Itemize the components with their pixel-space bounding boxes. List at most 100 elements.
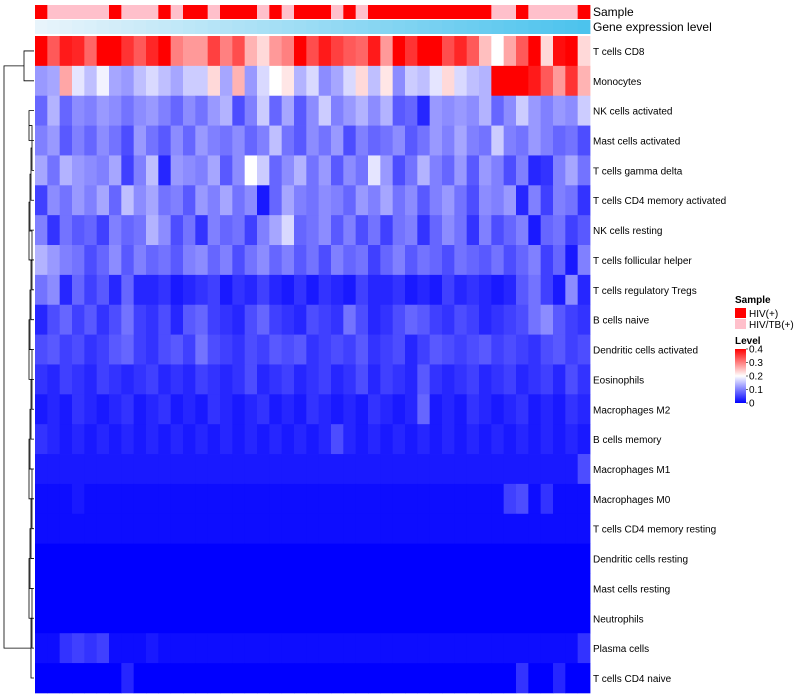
heatmap-cell xyxy=(47,483,61,515)
heatmap-cell xyxy=(553,483,566,515)
heatmap-cell xyxy=(417,603,431,634)
legend-level-tick-label: 0.2 xyxy=(749,372,763,383)
heatmap-cell xyxy=(454,185,468,216)
heatmap-cell xyxy=(72,334,85,365)
heatmap-cell xyxy=(35,394,48,425)
gene-expression-annotation-cell xyxy=(109,20,122,34)
heatmap-cell xyxy=(72,663,85,694)
heatmap-cell xyxy=(355,245,369,276)
heatmap-cell xyxy=(355,513,369,545)
heatmap-cell xyxy=(355,65,369,97)
heatmap-cell xyxy=(479,334,492,365)
heatmap-cell xyxy=(405,603,418,634)
heatmap-cell xyxy=(133,364,147,395)
heatmap-cell xyxy=(121,274,135,306)
heatmap-cell xyxy=(158,215,172,246)
heatmap-cell xyxy=(565,483,579,515)
row-label: Plasma cells xyxy=(593,644,649,655)
heatmap-cell xyxy=(417,543,431,574)
heatmap-cell xyxy=(355,185,369,216)
heatmap-cell xyxy=(207,185,221,216)
heatmap-cell xyxy=(59,394,73,425)
heatmap-cell xyxy=(343,633,357,664)
heatmap-cell xyxy=(516,36,529,67)
heatmap-cell xyxy=(170,364,184,395)
heatmap-cell xyxy=(318,125,332,156)
heatmap-cell xyxy=(380,36,394,67)
heatmap-cell xyxy=(479,65,492,97)
heatmap-cell xyxy=(96,155,110,186)
heatmap-cell xyxy=(491,424,505,455)
heatmap-cell xyxy=(392,573,406,604)
sample-annotation-cell xyxy=(318,5,332,19)
heatmap-cell xyxy=(503,36,517,67)
heatmap-cell xyxy=(109,573,122,604)
heatmap-cell xyxy=(232,424,246,455)
heatmap-cell xyxy=(109,334,122,365)
heatmap-cell xyxy=(454,483,468,515)
heatmap-cell xyxy=(35,633,48,664)
heatmap-cell xyxy=(244,245,258,276)
heatmap-cell xyxy=(343,454,357,485)
heatmap-cell xyxy=(565,633,579,664)
heatmap-cell xyxy=(491,95,505,126)
heatmap-cell xyxy=(429,394,443,425)
heatmap-cell xyxy=(269,394,283,425)
heatmap-cell xyxy=(146,36,159,67)
heatmap-cell xyxy=(380,95,394,126)
heatmap-cell xyxy=(306,633,320,664)
heatmap-cell xyxy=(540,334,554,365)
heatmap-cell xyxy=(306,95,320,126)
heatmap-cell xyxy=(466,95,480,126)
heatmap-cell xyxy=(257,603,270,634)
heatmap-cell xyxy=(47,394,61,425)
heatmap-cell xyxy=(442,394,455,425)
heatmap-cell xyxy=(565,424,579,455)
heatmap-cell xyxy=(183,95,196,126)
heatmap-cell xyxy=(294,245,307,276)
heatmap-cell xyxy=(306,334,320,365)
gene-expression-annotation-cell xyxy=(442,20,455,34)
heatmap-cell xyxy=(454,513,468,545)
heatmap-cell xyxy=(207,543,221,574)
heatmap-cell xyxy=(318,334,332,365)
heatmap-cell xyxy=(96,603,110,634)
heatmap-cell xyxy=(294,663,307,694)
heatmap-cell xyxy=(47,364,61,395)
gene-expression-annotation-cell xyxy=(429,20,443,34)
legend-level-tick-label: 0.3 xyxy=(749,358,763,369)
heatmap-cell xyxy=(121,364,135,395)
heatmap-cell xyxy=(503,573,517,604)
heatmap-cell xyxy=(491,543,505,574)
heatmap-cell xyxy=(442,95,455,126)
heatmap-cell xyxy=(244,663,258,694)
heatmap-cell xyxy=(553,155,566,186)
heatmap-cell xyxy=(72,424,85,455)
heatmap-cell xyxy=(195,364,209,395)
heatmap-cell xyxy=(454,364,468,395)
heatmap-cell xyxy=(47,215,61,246)
heatmap-cell xyxy=(368,274,381,306)
gene-expression-annotation-bar xyxy=(35,20,591,34)
heatmap-cell xyxy=(133,513,147,545)
heatmap-cell xyxy=(553,603,566,634)
heatmap-cell xyxy=(491,334,505,365)
heatmap-cell xyxy=(146,125,159,156)
heatmap-cell xyxy=(257,454,270,485)
heatmap-cell xyxy=(195,304,209,335)
heatmap-cell xyxy=(405,65,418,97)
heatmap-cell xyxy=(294,394,307,425)
heatmap-cell xyxy=(331,543,344,574)
heatmap-cell xyxy=(553,364,566,395)
heatmap-cell xyxy=(442,663,455,694)
heatmap-cell xyxy=(220,36,233,67)
heatmap-cell xyxy=(84,36,98,67)
heatmap-cell xyxy=(466,663,480,694)
heatmap-cell xyxy=(195,424,209,455)
gene-expression-annotation-cell xyxy=(368,20,381,34)
heatmap-cell xyxy=(72,245,85,276)
legend-entry-hiv-tb: HIV/TB(+) xyxy=(749,320,794,331)
heatmap-cell xyxy=(47,125,61,156)
heatmap-cell xyxy=(232,125,246,156)
heatmap-cell xyxy=(392,245,406,276)
